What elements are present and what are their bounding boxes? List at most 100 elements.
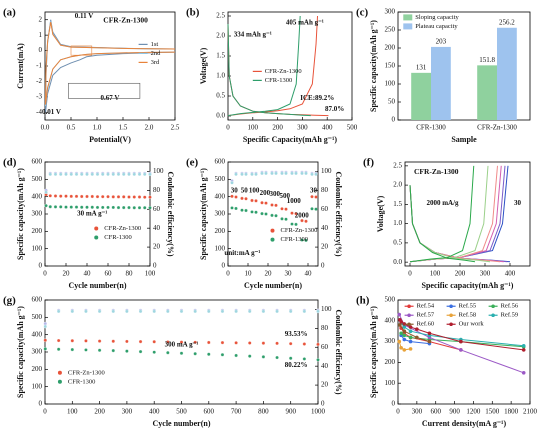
data-point — [166, 309, 170, 314]
y-tick-label: 500 — [385, 296, 396, 304]
data-point — [84, 309, 88, 314]
data-point — [290, 171, 294, 176]
data-point — [247, 354, 252, 358]
legend-marker — [449, 304, 453, 309]
y-tick-label: 1.0 — [216, 72, 225, 80]
y2-tick-label: 60 — [321, 205, 329, 213]
data-point — [142, 206, 147, 210]
data-point — [316, 309, 320, 314]
y-tick-label: 600 — [32, 296, 43, 304]
y2-tick-label: 40 — [321, 362, 329, 370]
legend-swatch — [403, 23, 413, 30]
data-point — [138, 349, 143, 354]
data-point — [148, 195, 152, 199]
data-point — [250, 198, 254, 203]
data-point — [74, 172, 79, 177]
x-tick-label: 400 — [505, 270, 516, 278]
y-axis-title: Specific capacity(mAh g⁻¹) — [369, 306, 378, 398]
x-tick-label: 300 — [297, 124, 308, 132]
annotation: 0.01 V — [42, 108, 61, 116]
data-point — [402, 333, 407, 338]
data-point — [80, 194, 84, 199]
x-tick-label: 100 — [67, 408, 78, 416]
x-tick-label: CFR-Zn-1300 — [477, 124, 517, 132]
data-point — [127, 195, 131, 199]
data-point — [53, 194, 58, 198]
data-point — [80, 205, 84, 209]
y-tick-label: 0 — [222, 262, 226, 270]
x-tick-label: 400 — [322, 124, 333, 132]
legend-label: 1st — [151, 41, 159, 48]
data-point — [125, 339, 129, 344]
x-axis-title: Sample — [451, 135, 477, 144]
y-tick-label: 150 — [385, 62, 396, 70]
y2-tick-label: 20 — [321, 381, 329, 389]
data-point — [270, 203, 274, 207]
data-point — [132, 172, 136, 177]
data-point — [127, 205, 131, 210]
series-line — [45, 21, 176, 105]
x-axis-title: Cycle number(n) — [69, 281, 127, 290]
data-point — [59, 172, 63, 177]
y-axis-title: Specific capacity(mAh g⁻¹) — [369, 20, 378, 112]
y2-tick-label: 100 — [153, 167, 164, 175]
data-point — [64, 172, 68, 177]
y-tick-label: 1.5 — [393, 200, 402, 208]
data-point — [111, 195, 116, 199]
x-tick-label: 300 — [480, 270, 491, 278]
y-tick-label: 1.5 — [216, 52, 225, 60]
data-point — [95, 194, 100, 199]
legend-label: Our work — [459, 321, 485, 328]
data-point — [53, 205, 58, 209]
y-tick-label: 200 — [32, 227, 43, 235]
y2-axis-title: Coulombic efficiency(%) — [334, 171, 343, 256]
data-point — [148, 172, 152, 177]
data-point — [408, 335, 413, 340]
x-tick-label: 500 — [347, 124, 358, 132]
y-axis-title: Current(mA) — [16, 43, 25, 89]
legend-marker — [57, 379, 62, 384]
y2-tick-label: 100 — [321, 305, 332, 313]
x-axis-title: Cycle number(n) — [244, 281, 302, 290]
data-point — [314, 172, 318, 177]
data-point — [64, 205, 68, 209]
data-point — [220, 340, 225, 345]
x-tick-label: 20 — [265, 270, 273, 278]
y-tick-label: 2.5 — [216, 12, 225, 20]
data-point — [48, 194, 53, 198]
data-point — [261, 341, 266, 345]
legend-label: Ref.56 — [501, 303, 519, 310]
legend-marker — [270, 228, 275, 233]
series-line — [409, 165, 491, 263]
bar — [477, 65, 497, 120]
data-point — [284, 171, 288, 176]
y-tick-label: 200 — [385, 44, 396, 52]
x-tick-label: 0.5 — [67, 124, 76, 132]
data-point — [85, 194, 89, 199]
annotation: 0.11 V — [75, 12, 94, 20]
data-point — [69, 194, 74, 199]
data-point — [275, 355, 279, 360]
data-point — [280, 207, 284, 211]
data-point — [402, 329, 407, 334]
data-point — [427, 331, 432, 336]
y-tick-label: 0 — [39, 46, 43, 54]
data-point — [85, 172, 89, 177]
data-point — [408, 347, 413, 351]
annotation: 300 mA g⁻¹ — [165, 340, 199, 348]
data-point — [125, 349, 129, 353]
y2-tick-label: 20 — [153, 243, 161, 251]
data-point — [90, 194, 95, 199]
data-point — [44, 190, 48, 195]
x-tick-label: 1500 — [485, 408, 500, 416]
y-tick-label: 0.0 — [216, 112, 225, 120]
chart-title: CFR-Zn-1300 — [414, 167, 459, 176]
data-point — [459, 339, 463, 344]
annotation: 334 mAh g⁻¹ — [234, 30, 272, 38]
data-point — [138, 339, 143, 344]
y-tick-label: 100 — [385, 379, 396, 387]
legend-marker — [491, 313, 495, 318]
bar — [431, 46, 451, 120]
y-tick-label: 2.0 — [216, 32, 225, 40]
data-point — [304, 171, 308, 176]
